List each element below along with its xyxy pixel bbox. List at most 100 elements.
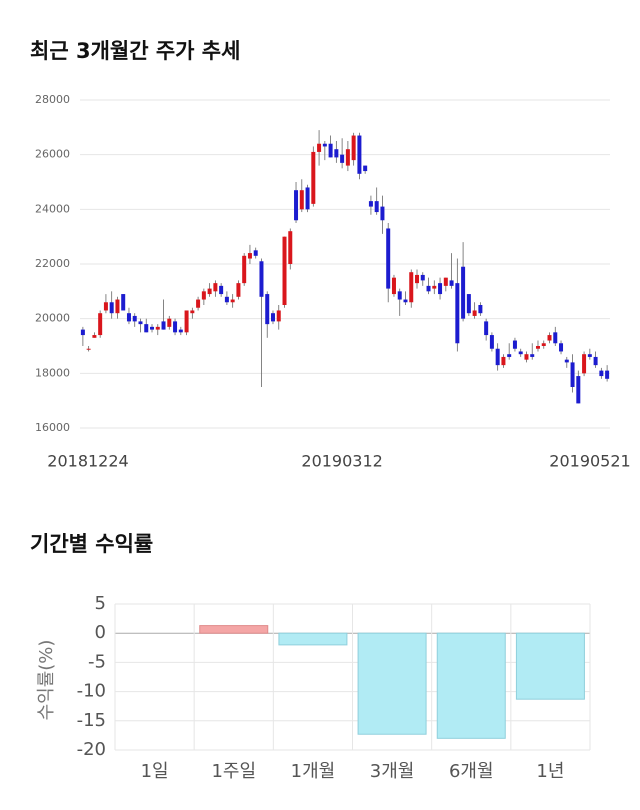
candle-body <box>340 154 345 163</box>
x-tick-label: 3개월 <box>370 761 415 782</box>
x-tick-label: 1년 <box>536 761 564 782</box>
candle-body <box>294 190 299 221</box>
candle-body <box>288 231 293 264</box>
candle-body <box>259 261 264 297</box>
candle-body <box>184 310 189 333</box>
candle-body <box>299 190 304 210</box>
x-tick-label: 20190521 <box>549 452 630 471</box>
bar <box>278 632 348 646</box>
candle-body <box>80 329 85 336</box>
candle-body <box>432 285 437 289</box>
candle-body <box>380 206 385 221</box>
candle-body <box>328 143 333 158</box>
candle-body <box>317 143 322 152</box>
y-tick-label: 24000 <box>35 202 70 215</box>
candle-body <box>230 299 235 303</box>
candle-body <box>115 299 120 314</box>
candle-body <box>478 305 483 314</box>
candle-body <box>438 283 443 295</box>
candle-body <box>173 321 178 333</box>
candle-body <box>466 294 471 314</box>
y-tick-label: 26000 <box>35 148 70 161</box>
x-tick-label: 20181224 <box>47 452 128 471</box>
candle-body <box>403 299 408 303</box>
candle-body <box>391 277 396 295</box>
candle-body <box>547 335 552 341</box>
y-tick-label: 28000 <box>35 93 70 106</box>
candle-body <box>126 313 131 322</box>
y-tick-label: -5 <box>88 651 106 672</box>
candle-body <box>236 283 241 297</box>
bar <box>199 625 269 634</box>
candle-body <box>144 324 149 333</box>
y-tick-label: 22000 <box>35 257 70 270</box>
candle-body <box>98 313 103 336</box>
candle-body <box>564 359 569 363</box>
candle-body <box>553 332 558 344</box>
candle-body <box>178 329 183 333</box>
candle-body <box>109 302 114 314</box>
x-tick-label: 1일 <box>141 761 169 782</box>
candle-body <box>593 356 598 366</box>
candle-body <box>242 255 247 284</box>
candle-body <box>103 302 108 311</box>
candle-body <box>409 272 414 303</box>
chart-title: 기간별 수익률 <box>30 532 153 556</box>
candle-body <box>530 354 535 357</box>
y-tick-label: 5 <box>95 593 106 614</box>
candle-body <box>265 294 270 325</box>
candle-body <box>455 283 460 344</box>
candle-body <box>489 335 494 349</box>
candle-body <box>449 280 454 286</box>
candle-body <box>121 294 126 311</box>
candle-body <box>282 236 287 305</box>
y-axis-label: 수익률(%) <box>36 640 57 721</box>
candle-body <box>305 187 310 210</box>
candle-body <box>132 315 137 322</box>
candle-body <box>501 356 506 366</box>
candle-body <box>196 299 201 308</box>
candle-body <box>495 348 500 366</box>
y-tick-label: -10 <box>77 681 106 702</box>
y-tick-label: 0 <box>95 622 106 643</box>
candle-body <box>559 343 564 352</box>
y-tick-label: 16000 <box>35 421 70 434</box>
bar <box>357 632 427 735</box>
candle-body <box>167 318 172 327</box>
candle-body <box>518 351 523 355</box>
candle-body <box>386 228 391 289</box>
candle-body <box>374 201 379 213</box>
x-tick-label: 1개월 <box>291 761 336 782</box>
candle-body <box>357 135 362 174</box>
candle-body <box>351 135 356 161</box>
candle-body <box>363 165 368 172</box>
candle-body <box>213 283 218 292</box>
candle-body <box>150 326 155 330</box>
candle-body <box>155 326 160 330</box>
candle-body <box>161 321 166 330</box>
candle-body <box>415 274 420 284</box>
candle-body <box>507 354 512 357</box>
y-tick-label: 20000 <box>35 312 70 325</box>
candle-body <box>86 348 91 350</box>
candle-body <box>190 310 195 314</box>
candle-body <box>219 285 224 295</box>
candle-body <box>541 343 546 346</box>
candle-body <box>201 291 206 300</box>
candle-body <box>535 346 540 349</box>
bar <box>436 632 506 739</box>
candle-body <box>311 151 316 204</box>
candle-body <box>587 354 592 357</box>
candle-body <box>276 310 281 322</box>
y-tick-label: -15 <box>77 710 106 731</box>
candle-body <box>345 149 350 166</box>
candle-body <box>570 362 575 387</box>
candle-body <box>461 266 466 319</box>
y-tick-label: 18000 <box>35 366 70 379</box>
x-tick-label: 20190312 <box>301 452 382 471</box>
candle-body <box>582 354 587 374</box>
candle-body <box>484 321 489 336</box>
candle-body <box>420 274 425 281</box>
candle-body <box>368 201 373 207</box>
